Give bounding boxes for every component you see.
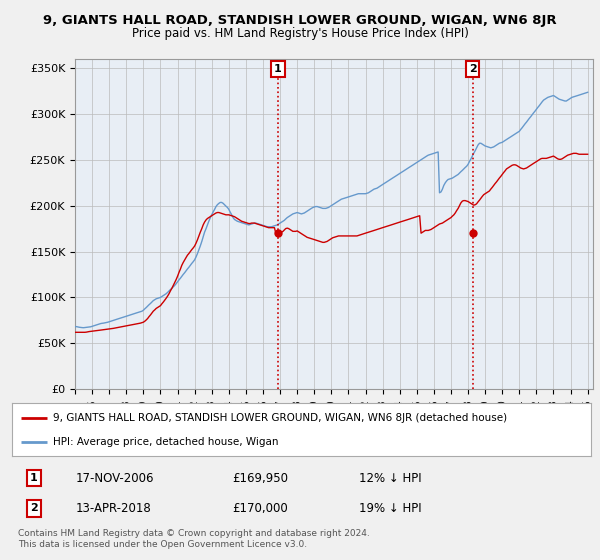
Text: 1: 1: [30, 473, 38, 483]
Text: 2: 2: [30, 503, 38, 514]
Text: 9, GIANTS HALL ROAD, STANDISH LOWER GROUND, WIGAN, WN6 8JR (detached house): 9, GIANTS HALL ROAD, STANDISH LOWER GROU…: [53, 413, 506, 423]
Text: £170,000: £170,000: [232, 502, 288, 515]
Text: 17-NOV-2006: 17-NOV-2006: [76, 472, 154, 484]
Text: 19% ↓ HPI: 19% ↓ HPI: [359, 502, 422, 515]
Text: Price paid vs. HM Land Registry's House Price Index (HPI): Price paid vs. HM Land Registry's House …: [131, 27, 469, 40]
Text: Contains HM Land Registry data © Crown copyright and database right 2024.
This d: Contains HM Land Registry data © Crown c…: [18, 529, 370, 549]
Text: £169,950: £169,950: [232, 472, 288, 484]
Text: 13-APR-2018: 13-APR-2018: [76, 502, 151, 515]
Text: 9, GIANTS HALL ROAD, STANDISH LOWER GROUND, WIGAN, WN6 8JR: 9, GIANTS HALL ROAD, STANDISH LOWER GROU…: [43, 14, 557, 27]
Text: 1: 1: [274, 64, 282, 74]
Text: 2: 2: [469, 64, 477, 74]
Text: HPI: Average price, detached house, Wigan: HPI: Average price, detached house, Wiga…: [53, 436, 278, 446]
Text: 12% ↓ HPI: 12% ↓ HPI: [359, 472, 422, 484]
